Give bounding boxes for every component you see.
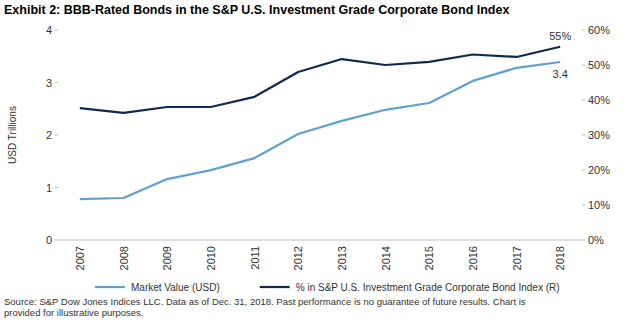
x-tick-label: 2012 [292,246,304,270]
x-axis [58,240,582,241]
y2-tick [582,135,585,136]
y2-tick [582,240,585,241]
y-tick [55,30,58,31]
x-tick-label: 2009 [161,246,173,270]
legend-label: % in S&P U.S. Investment Grade Corporate… [296,282,560,293]
y2-tick [582,205,585,206]
x-tick-label: 2013 [336,246,348,270]
x-tick-label: 2018 [554,246,566,270]
y-tick-label: 0 [46,234,52,246]
legend-swatch [95,286,125,288]
legend-swatch [260,286,290,288]
y2-tick-label: 30% [588,129,610,141]
x-tick-label: 2017 [511,246,523,270]
x-tick-label: 2016 [467,246,479,270]
y2-tick [582,30,585,31]
x-tick-label: 2010 [205,246,217,270]
y2-tick-label: 50% [588,59,610,71]
source-note: provided for illustrative purposes. [4,307,143,318]
y-tick [55,187,58,188]
y2-tick [582,100,585,101]
y2-tick-label: 20% [588,164,610,176]
y2-tick-label: 40% [588,94,610,106]
y2-tick [582,170,585,171]
y-tick-label: 1 [46,182,52,194]
source-note: Source: S&P Dow Jones Indices LLC. Data … [4,296,526,307]
chart: Exhibit 2: BBB-Rated Bonds in the S&P U.… [0,0,632,322]
y-tick [55,240,58,241]
y-tick [55,82,58,83]
legend-label: Market Value (USD) [131,282,220,293]
y-tick-label: 3 [46,77,52,89]
y-tick-label: 4 [46,24,52,36]
x-tick-label: 2015 [423,246,435,270]
plot-area [80,47,560,199]
y-axis-label: USD Trillions [7,106,18,164]
x-tick-label: 2008 [118,246,130,270]
title: Exhibit 2: BBB-Rated Bonds in the S&P U.… [4,3,509,17]
y2-tick-label: 60% [588,24,610,36]
value-label: 55% [549,30,571,42]
x-tick-label: 2011 [249,246,261,270]
y2-tick [582,65,585,66]
x-tick-label: 2014 [380,246,392,270]
y2-tick-label: 10% [588,199,610,211]
value-label: 3.4 [553,68,568,80]
series-line [80,47,560,113]
y2-tick-label: 0% [588,234,604,246]
series-line [80,62,560,199]
x-tick-label: 2007 [74,246,86,270]
y-tick [55,135,58,136]
y-tick-label: 2 [46,129,52,141]
